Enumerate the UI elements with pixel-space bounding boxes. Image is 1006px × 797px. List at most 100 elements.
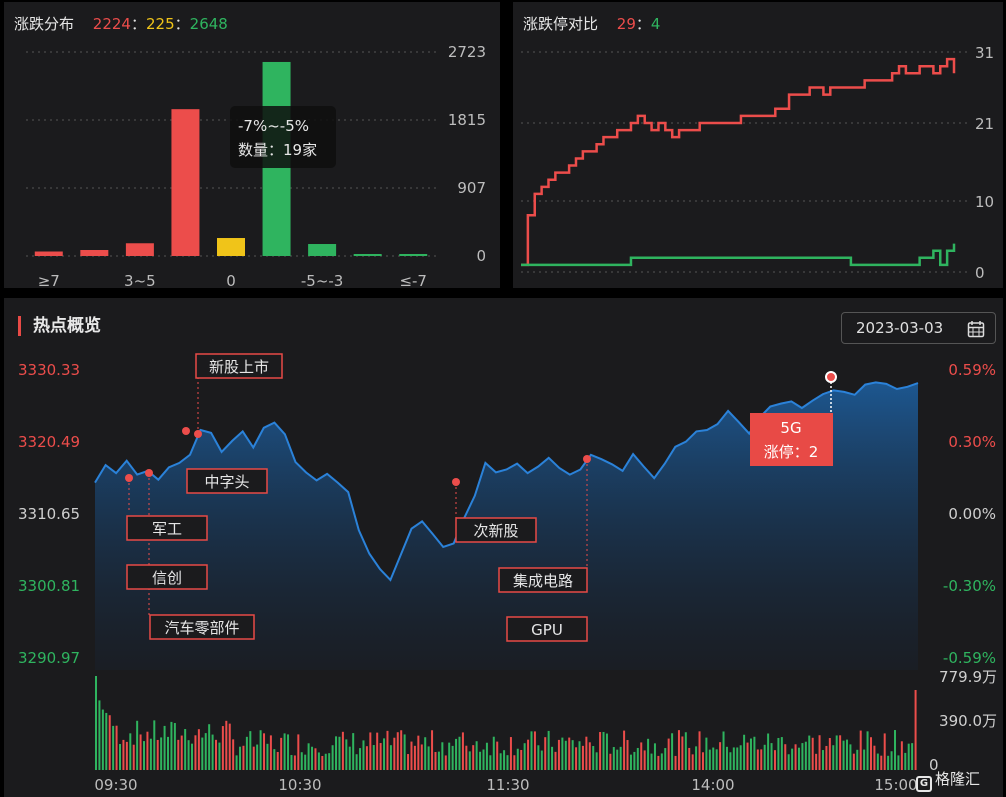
volume-bar: [146, 731, 149, 770]
volume-bar: [523, 743, 526, 770]
volume-bar: [465, 745, 468, 770]
volume-bar: [732, 747, 735, 770]
hot-x-tick: 15:00: [874, 776, 917, 794]
volume-bar: [698, 731, 701, 770]
dist-bar[interactable]: [217, 238, 245, 256]
volume-bar: [328, 753, 331, 770]
concept-tag-label: 集成电路: [513, 572, 573, 590]
hot-y-tick-right: 0.30%: [948, 433, 996, 451]
date-picker[interactable]: 2023-03-03: [841, 312, 996, 344]
volume-bar: [249, 731, 252, 770]
volume-bar: [173, 723, 176, 770]
sep-1: ：: [130, 15, 146, 33]
volume-bar: [739, 745, 742, 770]
ratio-y-tick: 31: [975, 44, 994, 62]
5g-callout-count: 涨停：2: [764, 443, 819, 461]
concept-tag[interactable]: [126, 515, 208, 541]
concept-tag-label: 信创: [152, 569, 182, 587]
volume-bar: [808, 735, 811, 770]
sep-2: ：: [174, 15, 190, 33]
volume-bar: [105, 712, 108, 770]
volume-bar: [856, 749, 859, 770]
volume-bar: [554, 751, 557, 770]
dist-bar[interactable]: [125, 243, 154, 256]
volume-bar: [225, 720, 228, 770]
volume-bar: [170, 721, 173, 770]
volume-bar: [125, 741, 128, 770]
concept-tag-label: 次新股: [473, 522, 518, 540]
volume-bar: [609, 753, 612, 770]
volume-bar: [119, 744, 122, 770]
event-marker[interactable]: [182, 427, 190, 435]
volume-bar: [160, 737, 163, 770]
limit-up-count: 29: [616, 15, 636, 33]
volume-bar: [352, 733, 355, 770]
sep-3: ：: [635, 15, 651, 33]
volume-bar: [890, 751, 893, 770]
concept-tag[interactable]: [455, 517, 537, 543]
volume-bar: [859, 730, 862, 770]
concept-tag-label: 军工: [152, 520, 182, 538]
volume-bar: [197, 729, 200, 770]
concept-tag[interactable]: [186, 468, 268, 494]
5g-callout[interactable]: [750, 413, 833, 466]
volume-bar: [873, 745, 876, 770]
dist-bar[interactable]: [80, 250, 109, 256]
hot-x-tick: 11:30: [486, 776, 529, 794]
volume-bar: [276, 751, 279, 770]
volume-bar: [650, 753, 653, 770]
5g-callout-title: 5G: [780, 419, 801, 437]
volume-bar: [605, 733, 608, 770]
concept-tag[interactable]: [149, 614, 255, 640]
dist-bar[interactable]: [308, 244, 337, 256]
volume-bar: [499, 753, 502, 770]
volume-bar: [568, 737, 571, 770]
dist-x-tick: -5~-3: [301, 272, 343, 288]
concept-tag-label: 汽车零部件: [164, 619, 239, 637]
volume-bar: [544, 737, 547, 770]
volume-bar: [369, 732, 372, 770]
volume-bar: [376, 732, 379, 770]
ratio-y-tick: 0: [975, 264, 985, 282]
volume-bar: [725, 746, 728, 770]
volume-bar: [215, 739, 218, 770]
volume-bar: [311, 746, 314, 770]
volume-bar: [753, 736, 756, 770]
dist-bar[interactable]: [353, 254, 382, 256]
volume-bar: [773, 750, 776, 770]
volume-bar: [640, 742, 643, 770]
volume-bar: [314, 748, 317, 770]
dist-bar[interactable]: [399, 254, 428, 256]
volume-bar: [633, 751, 636, 770]
concept-tag[interactable]: [506, 616, 588, 642]
volume-bar: [585, 736, 588, 770]
volume-bar: [914, 690, 917, 770]
volume-bar: [461, 732, 464, 770]
volume-bar: [794, 744, 797, 770]
down-count: 2648: [189, 15, 228, 33]
volume-bar: [599, 732, 602, 770]
dist-bar[interactable]: [171, 109, 200, 256]
volume-bar: [143, 741, 146, 770]
calendar-icon[interactable]: [967, 320, 985, 338]
dist-bar[interactable]: [34, 251, 63, 256]
volume-bar: [818, 735, 821, 770]
volume-bar: [564, 740, 567, 770]
volume-bar: [547, 730, 550, 770]
volume-bar: [900, 741, 903, 770]
concept-tag[interactable]: [498, 567, 588, 593]
volume-bar: [705, 737, 708, 770]
tooltip-box: [230, 106, 336, 168]
volume-bar: [674, 755, 677, 770]
volume-bar: [492, 736, 495, 770]
5g-event-marker[interactable]: [825, 371, 837, 383]
volume-bar: [167, 736, 170, 770]
volume-bar: [746, 742, 749, 770]
limit-ratio-line-chart: 31 21 10 0: [521, 44, 994, 282]
concept-tag[interactable]: [195, 353, 283, 379]
volume-bar: [204, 733, 207, 770]
volume-bar: [506, 755, 509, 770]
volume-bar: [427, 746, 430, 770]
concept-tag[interactable]: [126, 564, 208, 590]
volume-bar: [304, 754, 307, 770]
